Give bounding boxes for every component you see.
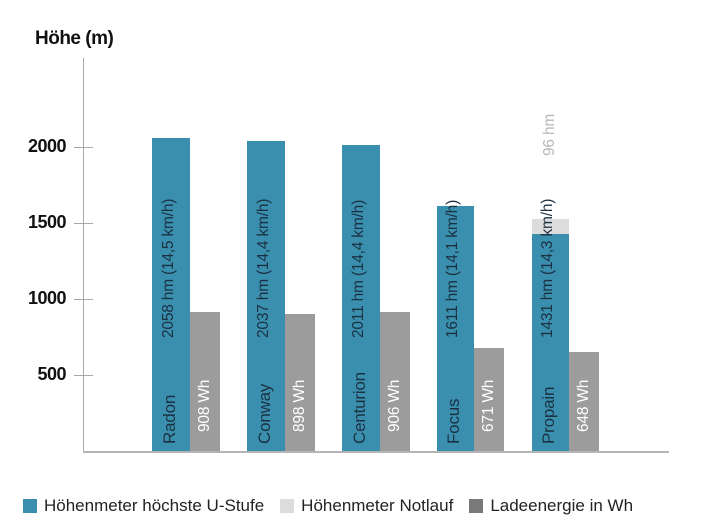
y-axis-line	[83, 58, 84, 451]
tick-label-2000: 2000	[27, 136, 67, 156]
brand-label-conway: Conway	[255, 383, 274, 444]
wh-label-focus: 671 Wh	[480, 379, 497, 432]
brand-label-centurion: Centurion	[350, 372, 369, 444]
legend-label-wh: Ladeenergie in Wh	[490, 496, 634, 515]
bar-wh-conway	[285, 314, 315, 451]
hm-label-conway: 2037 hm (14,4 km/h)	[255, 198, 272, 338]
hm-label-focus: 1611 hm (14,1 km/h)	[444, 199, 461, 338]
legend-item-wh: Ladeenergie in Wh	[469, 496, 633, 516]
brand-label-radon: Radon	[160, 394, 179, 444]
bar-hm-propain	[532, 234, 569, 451]
hm-label-propain: 1431 hm (14,3 km/h)	[539, 198, 556, 338]
legend: Höhenmeter höchste U-Stufe Höhenmeter No…	[23, 496, 649, 516]
wh-label-conway: 898 Wh	[291, 379, 308, 432]
bar-wh-centurion	[380, 312, 410, 451]
legend-item-hm: Höhenmeter höchste U-Stufe	[23, 496, 264, 516]
legend-item-notlauf: Höhenmeter Notlauf	[280, 496, 453, 516]
wh-label-centurion: 906 Wh	[386, 379, 403, 432]
notlauf-label-propain: 96 hm	[541, 113, 558, 156]
y-axis-title: Höhe (m)	[35, 28, 114, 49]
legend-label-notlauf: Höhenmeter Notlauf	[301, 496, 454, 515]
legend-swatch-hm	[23, 499, 37, 513]
bar-hm-conway	[247, 141, 285, 451]
legend-swatch-notlauf	[280, 499, 295, 513]
brand-label-focus: Focus	[444, 398, 463, 444]
x-axis-line	[83, 451, 669, 453]
tick-label-1500: 1500	[27, 212, 67, 232]
hm-label-centurion: 2011 hm (14,4 km/h)	[350, 199, 367, 338]
wh-label-propain: 648 Wh	[575, 379, 592, 432]
bar-hm-focus	[437, 206, 474, 451]
bar-wh-propain	[569, 352, 599, 451]
tick-1000	[74, 299, 93, 300]
bar-hm-radon	[152, 138, 190, 451]
tick-label-1000: 1000	[27, 288, 67, 308]
legend-label-hm: Höhenmeter höchste U-Stufe	[44, 496, 265, 515]
bar-wh-focus	[474, 348, 504, 451]
hm-label-radon: 2058 hm (14,5 km/h)	[160, 198, 177, 338]
bar-notlauf-propain	[532, 219, 569, 234]
bar-wh-radon	[190, 312, 220, 451]
tick-label-500: 500	[37, 364, 66, 384]
wh-label-radon: 908 Wh	[196, 379, 213, 432]
bar-hm-centurion	[342, 145, 380, 451]
brand-label-propain: Propain	[539, 386, 558, 444]
tick-1500	[74, 223, 93, 224]
legend-swatch-wh	[469, 499, 484, 513]
tick-500	[74, 375, 93, 376]
tick-2000	[74, 147, 93, 148]
